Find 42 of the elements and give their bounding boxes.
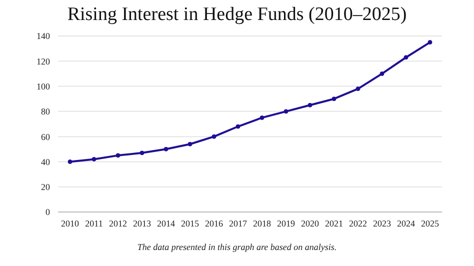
x-tick-label: 2020	[301, 218, 320, 228]
point	[236, 124, 240, 129]
text: The data presented in this graph are based on analysis.	[136, 242, 338, 252]
point	[212, 134, 216, 139]
point	[308, 102, 312, 108]
point	[356, 86, 360, 92]
x-tick-label: 2018	[253, 218, 272, 228]
y-tick-label: 80	[41, 106, 50, 117]
point	[116, 153, 120, 158]
point	[404, 55, 408, 60]
point	[380, 71, 384, 76]
x-tick-label: 2010	[61, 218, 80, 228]
x-tick-label: 2022	[349, 218, 367, 228]
y-tick-label: 0	[46, 207, 50, 218]
x-tick-label: 2014	[157, 218, 176, 228]
x-tick-label: 2013	[133, 218, 152, 228]
point	[188, 142, 192, 146]
x-tick-label: 2015	[181, 218, 200, 228]
y-tick-label: 60	[41, 132, 50, 142]
point	[92, 156, 96, 162]
y-tick-label: 20	[41, 182, 50, 192]
point	[428, 40, 432, 45]
x-tick-label: 2021	[325, 218, 343, 228]
y-tick-label: 100	[36, 81, 50, 92]
x-tick-label: 2025	[421, 218, 440, 228]
chart-title: Rising Interest in Hedge Funds (2010–2025)	[66, 4, 408, 27]
point	[140, 150, 144, 156]
point	[284, 109, 288, 114]
x-tick-label: 2017	[229, 218, 248, 228]
y-tick-label: 120	[36, 56, 50, 66]
y-tick-label: 140	[36, 31, 50, 42]
point	[332, 96, 336, 102]
x-tick-label: 2023	[373, 218, 392, 228]
x-tick-label: 2011	[85, 218, 103, 228]
point	[164, 146, 168, 152]
x-tick-label: 2012	[109, 218, 127, 228]
x-tick-label: 2016	[205, 218, 224, 228]
x-tick-label: 2019	[277, 218, 296, 228]
point	[68, 159, 72, 164]
y-tick-label: 40	[41, 156, 50, 167]
x-tick-label: 2024	[397, 218, 416, 228]
point	[260, 115, 264, 120]
